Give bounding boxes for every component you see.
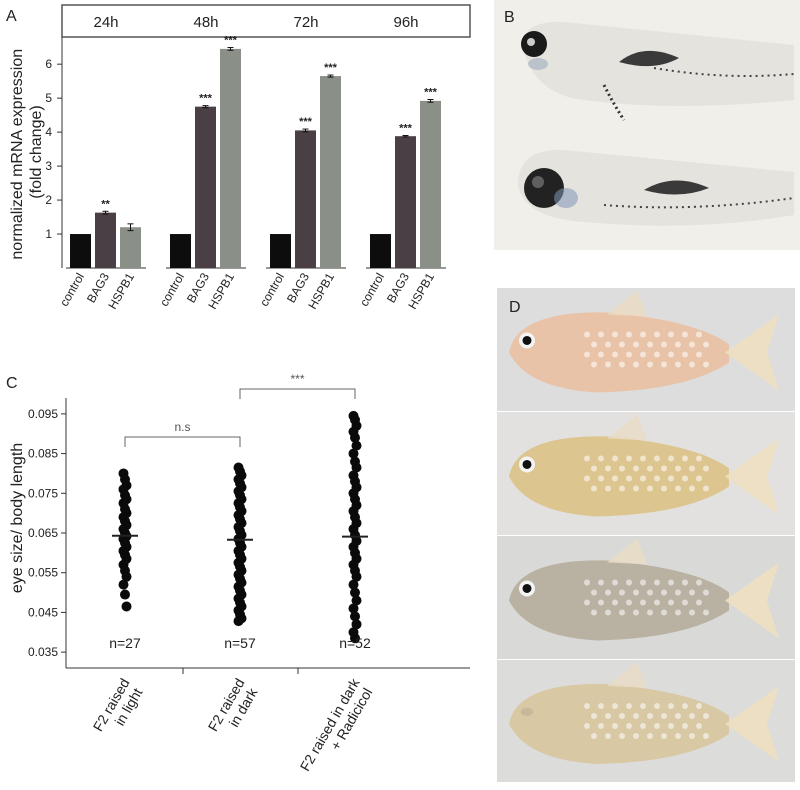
sample-size-label: n=52 (339, 635, 371, 651)
data-point (351, 619, 362, 630)
bar-72h-HSPB1 (320, 76, 341, 268)
group-label: F2 raisedin dark (205, 676, 262, 743)
timepoint-header-box (61, 4, 471, 38)
bar-24h-HSPB1 (120, 227, 141, 268)
panel-label-b: B (504, 9, 515, 26)
fish-photo-3 (497, 536, 795, 659)
significance-bracket (124, 436, 241, 447)
group-label: F2 raisedin light (90, 676, 147, 743)
y-tick-label: 6 (45, 57, 52, 71)
significance-label: *** (224, 35, 238, 47)
y-tick-label: 4 (45, 125, 52, 139)
data-point (348, 579, 359, 590)
y-tick-label: 2 (45, 193, 52, 207)
y-axis-label-line-2: (fold change) (28, 105, 45, 198)
y-tick-label: 0.085 (28, 447, 58, 461)
y-tick-label: 0.055 (28, 566, 58, 580)
data-point (118, 579, 129, 590)
y-tick-label: 0.065 (28, 526, 58, 540)
y-axis-label-line-1: normalized mRNA expression (9, 49, 26, 260)
panel-label-c: C (6, 375, 18, 392)
y-axis-label: normalized mRNA expression (fold change) (9, 44, 45, 259)
data-point (350, 611, 360, 622)
mrna-expression-bar-chart: A 24h 48h 72h 96h normalized mRNA expressio… (6, 4, 471, 312)
data-point (121, 601, 132, 612)
timepoint-label-48h: 48h (193, 14, 218, 31)
bar-96h-HSPB1 (420, 100, 441, 268)
bar-48h-HSPB1 (220, 48, 241, 268)
data-point (121, 571, 132, 582)
category-label-control: control (257, 271, 287, 309)
data-point (348, 603, 359, 614)
significance-label: *** (424, 87, 438, 99)
y-tick-label: 0.045 (28, 605, 58, 619)
timepoint-label-96h: 96h (393, 14, 418, 31)
data-point (350, 587, 360, 598)
data-point (120, 589, 130, 600)
significance-label: *** (299, 116, 313, 128)
bar-24h-BAG3 (95, 212, 116, 268)
larvae-photo-panel: B (494, 0, 800, 250)
y-tick-label: 0.035 (28, 645, 58, 659)
data-point (350, 633, 360, 644)
bar-48h-BAG3 (195, 106, 216, 268)
data-point (351, 440, 362, 451)
data-point (233, 616, 244, 627)
fish-photo-1 (497, 288, 795, 411)
larva-top (521, 21, 795, 121)
bar-96h-BAG3 (395, 136, 416, 268)
sample-size-label: n=57 (224, 635, 256, 651)
y-tick-label: 3 (45, 159, 52, 173)
bracket-label: *** (290, 372, 304, 386)
bar-72h-BAG3 (295, 130, 316, 268)
sample-size-label: n=27 (109, 635, 141, 651)
larva-bottom (518, 149, 795, 226)
y-tick-label: 5 (45, 91, 52, 105)
bar-48h-control (170, 234, 191, 268)
significance-label: *** (324, 62, 338, 74)
category-label-control: control (357, 271, 387, 309)
significance-label: *** (399, 123, 413, 135)
significance-label: *** (199, 93, 213, 105)
timepoint-label-72h: 72h (293, 14, 318, 31)
eye-size-scatter-chart: C eye size/ body length 0.035 0.045 0.055 0… (6, 372, 470, 782)
significance-bracket (239, 388, 356, 399)
bar-24h-control (70, 234, 91, 268)
fish-photo-4 (497, 660, 795, 782)
y-tick-label: 0.075 (28, 486, 58, 500)
data-point (351, 595, 362, 606)
data-point (351, 571, 362, 582)
data-point (351, 462, 362, 473)
fish-photo-2 (497, 412, 795, 535)
y-tick-label: 1 (45, 227, 52, 241)
bracket-label: n.s (174, 420, 190, 434)
data-point (348, 448, 359, 459)
category-label-control: control (57, 271, 87, 309)
y-tick-label: 0.095 (28, 407, 58, 421)
category-label-control: control (157, 271, 187, 309)
bar-96h-control (370, 234, 391, 268)
y-axis-label: eye size/ body length (9, 443, 26, 593)
data-point (350, 432, 360, 443)
panel-label-a: A (6, 8, 17, 25)
group-label: F2 raised in dark+ Radicicol (297, 675, 377, 782)
significance-label: ** (101, 198, 110, 210)
panel-label-d: D (509, 299, 521, 316)
bar-72h-control (270, 234, 291, 268)
timepoint-label-24h: 24h (93, 14, 118, 31)
adult-fish-photo-panel: D (497, 288, 795, 783)
